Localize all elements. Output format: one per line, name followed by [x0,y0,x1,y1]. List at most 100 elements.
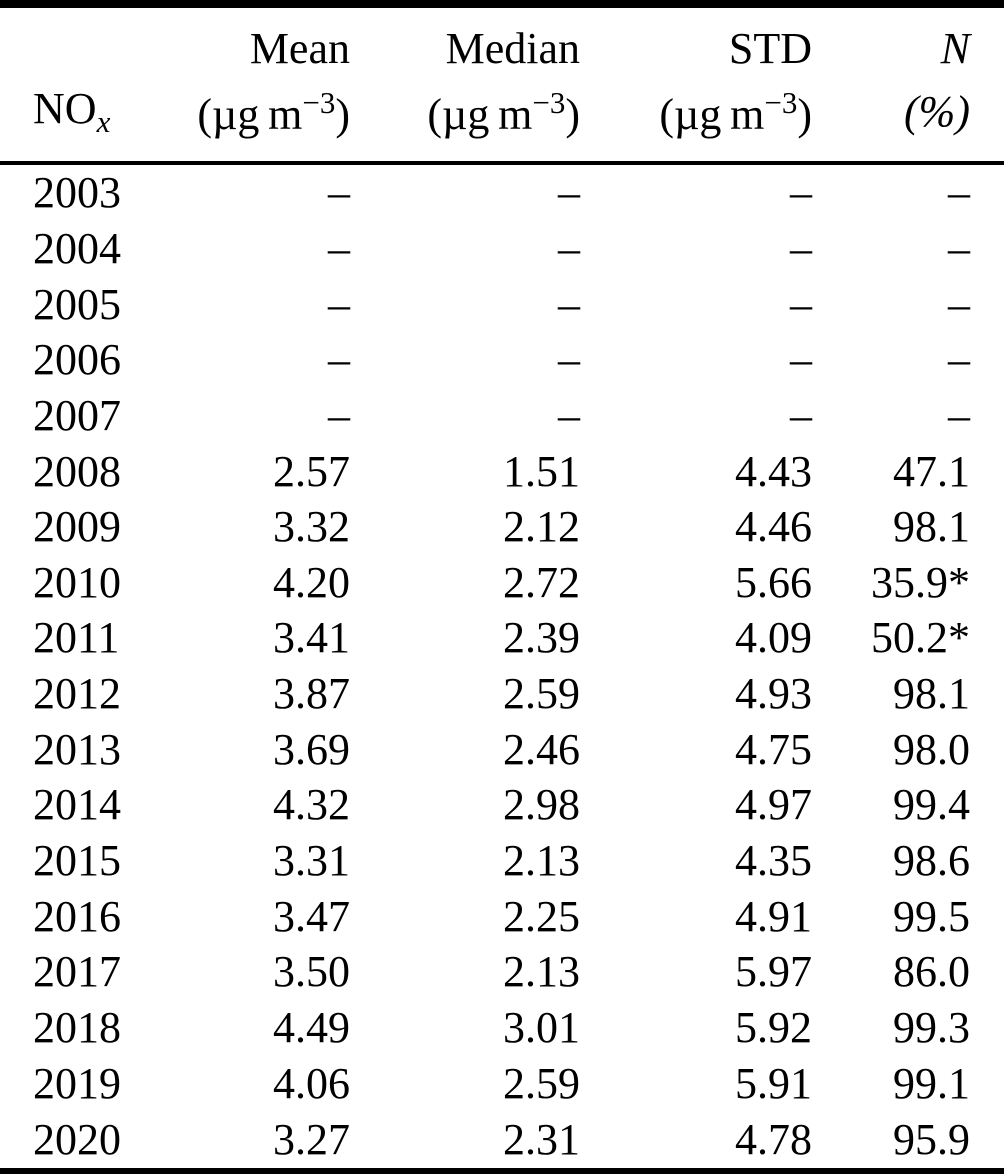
unit-exponent: −3 [302,84,336,120]
table-row-2009: 2009 3.32 2.12 4.46 98.1 [0,499,1004,555]
cell-mean: – [328,335,350,385]
header-row-names: Mean Median STD N [0,4,1004,78]
cell-std: 4.35 [735,836,812,886]
cell-mean: 4.20 [273,557,350,607]
table-row-2006: 2006 – – – – [0,332,1004,388]
table-body: 2003 – – – – 2004 – – – – 2005 – – – – 2… [0,163,1004,1171]
cell-median: 2.25 [503,891,580,941]
table-row-2011: 2011 3.41 2.39 4.09 50.2* [0,611,1004,667]
cell-year: 2008 [33,446,121,496]
cell-median: 2.12 [503,502,580,552]
cell-mean: 4.49 [273,1002,350,1052]
cell-year: 2007 [33,390,121,440]
table-header: Mean Median STD N NOx (µg m−3) (µg m−3) … [0,4,1004,163]
cell-median: 2.59 [503,1058,580,1108]
cell-n: 99.3 [893,1002,970,1052]
cell-n: 95.9 [893,1114,970,1164]
cell-median: 2.59 [503,669,580,719]
header-std: STD [728,24,812,73]
table-row-2015: 2015 3.31 2.13 4.35 98.6 [0,833,1004,889]
cell-n: 98.1 [893,502,970,552]
cell-std: – [790,223,812,273]
table-row-2005: 2005 – – – – [0,277,1004,333]
cell-year: 2011 [33,613,120,663]
cell-n: – [948,168,970,218]
table-row-2003: 2003 – – – – [0,163,1004,221]
cell-mean: 3.69 [273,724,350,774]
nox-subscript: x [96,103,111,139]
table-row-2020: 2020 3.27 2.31 4.78 95.9 [0,1111,1004,1171]
cell-std: 4.97 [735,780,812,830]
table-row-2008: 2008 2.57 1.51 4.43 47.1 [0,444,1004,500]
cell-median: 1.51 [503,446,580,496]
table-row-2012: 2012 3.87 2.59 4.93 98.1 [0,666,1004,722]
cell-mean: 3.47 [273,891,350,941]
cell-median: 2.98 [503,780,580,830]
cell-n: – [948,223,970,273]
cell-median: – [558,335,580,385]
cell-mean: 3.50 [273,947,350,997]
cell-mean: 3.27 [273,1114,350,1164]
cell-year: 2005 [33,279,121,329]
cell-n: 50.2* [871,613,970,663]
cell-median: 2.31 [503,1114,580,1164]
header-mean-unit: (µg m−3) [160,78,360,163]
cell-year: 2020 [33,1114,121,1164]
cell-std: 4.46 [735,502,812,552]
cell-n: – [948,335,970,385]
cell-median: – [558,168,580,218]
cell-median: – [558,279,580,329]
cell-year: 2016 [33,891,121,941]
table-row-2014: 2014 4.32 2.98 4.97 99.4 [0,778,1004,834]
table-row-2016: 2016 3.47 2.25 4.91 99.5 [0,889,1004,945]
cell-median: 2.13 [503,947,580,997]
cell-std: 4.78 [735,1114,812,1164]
header-median-unit: (µg m−3) [360,78,590,163]
cell-year: 2015 [33,836,121,886]
table-row-2010: 2010 4.20 2.72 5.66 35.9* [0,555,1004,611]
unit-close: ) [797,89,812,139]
unit-exponent: −3 [532,84,566,120]
cell-year: 2012 [33,669,121,719]
cell-std: 4.43 [735,446,812,496]
table-row-2018: 2018 4.49 3.01 5.92 99.3 [0,1000,1004,1056]
cell-median: 2.39 [503,613,580,663]
cell-std: 5.97 [735,947,812,997]
unit-close: ) [565,89,580,139]
cell-std: 4.75 [735,724,812,774]
cell-n: – [948,279,970,329]
unit-text: (µg m [659,89,765,139]
header-n-unit: (%) [904,86,970,136]
cell-std: – [790,335,812,385]
header-row-units: NOx (µg m−3) (µg m−3) (µg m−3) (%) [0,78,1004,163]
cell-std: 4.91 [735,891,812,941]
cell-year: 2018 [33,1002,121,1052]
unit-exponent: −3 [764,84,798,120]
cell-n: – [948,390,970,440]
cell-n: 99.4 [893,780,970,830]
header-blank [0,4,160,78]
cell-n: 86.0 [893,947,970,997]
cell-std: 5.66 [735,557,812,607]
cell-mean: 4.32 [273,780,350,830]
cell-mean: 3.32 [273,502,350,552]
cell-n: 99.1 [893,1058,970,1108]
cell-n: 99.5 [893,891,970,941]
cell-mean: – [328,223,350,273]
cell-year: 2009 [33,502,121,552]
cell-mean: 3.31 [273,836,350,886]
cell-mean: – [328,279,350,329]
cell-std: – [790,168,812,218]
nox-label: NO [33,83,97,133]
table-row-2013: 2013 3.69 2.46 4.75 98.0 [0,722,1004,778]
cell-year: 2004 [33,223,121,273]
cell-mean: 3.41 [273,613,350,663]
cell-median: – [558,390,580,440]
cell-n: 98.6 [893,836,970,886]
cell-median: 3.01 [503,1002,580,1052]
cell-mean: 4.06 [273,1058,350,1108]
cell-median: 2.72 [503,557,580,607]
cell-std: 5.92 [735,1002,812,1052]
cell-mean: 3.87 [273,669,350,719]
cell-std: 4.09 [735,613,812,663]
